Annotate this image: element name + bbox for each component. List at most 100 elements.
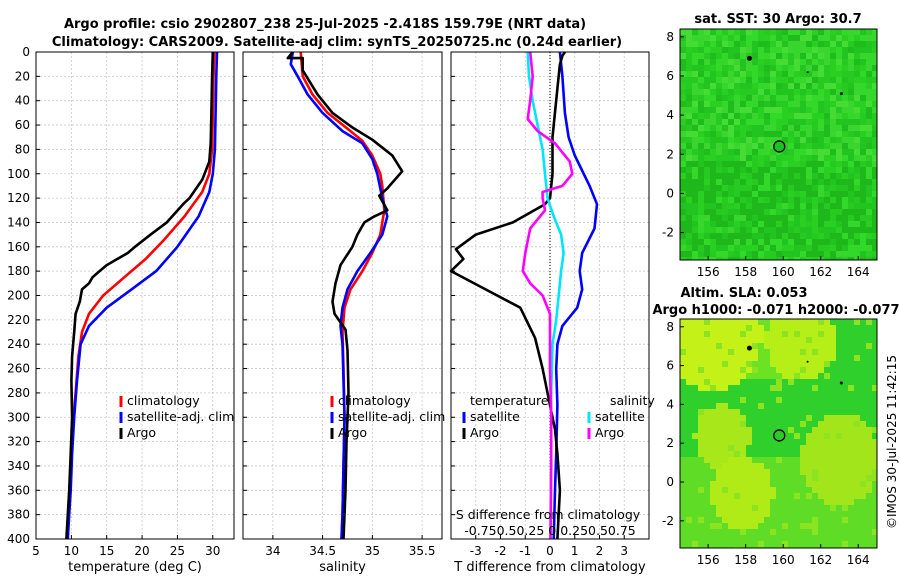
map-cell xyxy=(836,325,843,332)
map-cell xyxy=(854,35,861,42)
map-cell xyxy=(806,59,813,66)
map-cell xyxy=(866,239,873,246)
map-cell xyxy=(872,257,878,261)
map-cell xyxy=(788,59,795,66)
map-cell xyxy=(842,499,849,506)
map-cell xyxy=(692,541,699,548)
map-cell xyxy=(830,433,837,440)
map-cell xyxy=(836,167,843,174)
map-cell xyxy=(812,185,819,192)
map-cell xyxy=(740,421,747,428)
map-cell xyxy=(734,505,741,512)
map-cell xyxy=(758,511,765,518)
map-cell xyxy=(830,361,837,368)
map-cell xyxy=(788,257,795,261)
map-cell xyxy=(782,529,789,536)
map-cell xyxy=(824,65,831,72)
map-cell xyxy=(710,433,717,440)
map-cell xyxy=(860,197,867,204)
map-cell xyxy=(692,415,699,422)
map-cell xyxy=(842,535,849,542)
map-cell xyxy=(698,77,705,84)
map-cell xyxy=(752,337,759,344)
map-cell xyxy=(776,197,783,204)
map-cell xyxy=(764,59,771,66)
map-cell xyxy=(812,131,819,138)
map-cell xyxy=(746,373,753,380)
map-cell xyxy=(866,161,873,168)
map-cell xyxy=(692,343,699,350)
map-cell xyxy=(830,373,837,380)
map-cell xyxy=(872,131,878,138)
x-tick-label: 34.5 xyxy=(309,544,336,558)
map-cell xyxy=(860,385,867,392)
map-cell xyxy=(788,65,795,72)
map-cell xyxy=(716,451,723,458)
map-cell xyxy=(758,41,765,48)
map-cell xyxy=(704,167,711,174)
map-cell xyxy=(728,35,735,42)
map-cell xyxy=(704,349,711,356)
map-cell xyxy=(692,101,699,108)
map-cell xyxy=(686,245,693,252)
map-cell xyxy=(800,47,807,54)
map-cell xyxy=(758,125,765,132)
map-cell xyxy=(872,29,878,36)
map-cell xyxy=(836,355,843,362)
map-cell xyxy=(698,493,705,500)
map-cell xyxy=(800,373,807,380)
map-cell xyxy=(830,131,837,138)
map-cell xyxy=(710,197,717,204)
map-cell xyxy=(692,511,699,518)
map-subtitle-sla: Argo h1000: -0.071 h2000: -0.077 xyxy=(652,303,899,318)
map-cell xyxy=(752,475,759,482)
map-cell xyxy=(746,433,753,440)
series-line-satellite-adj-clim xyxy=(66,51,219,540)
map-cell xyxy=(812,451,819,458)
map-cell xyxy=(842,421,849,428)
map-cell xyxy=(758,427,765,434)
map-cell xyxy=(698,155,705,162)
map-cell xyxy=(764,355,771,362)
map-cell xyxy=(698,41,705,48)
legend-label: satellite-adj. clim xyxy=(127,409,234,424)
map-cell xyxy=(824,433,831,440)
map-cell xyxy=(722,65,729,72)
map-cell xyxy=(794,71,801,78)
map-cell xyxy=(770,391,777,398)
map-cell xyxy=(788,331,795,338)
axes-frame xyxy=(242,51,443,540)
map-cell xyxy=(698,197,705,204)
map-cell xyxy=(758,409,765,416)
map-cell xyxy=(740,125,747,132)
map-cell xyxy=(848,257,855,261)
map-cell xyxy=(788,155,795,162)
map-cell xyxy=(794,47,801,54)
map-cell xyxy=(866,445,873,452)
map-cell xyxy=(686,541,693,548)
map-cell xyxy=(794,523,801,530)
map-cell xyxy=(836,439,843,446)
map-cell xyxy=(782,137,789,144)
map-cell xyxy=(758,185,765,192)
map-cell xyxy=(728,239,735,246)
map-cell xyxy=(710,155,717,162)
map-cell xyxy=(866,481,873,488)
map-cell xyxy=(776,41,783,48)
map-cell xyxy=(824,77,831,84)
map-cell xyxy=(806,155,813,162)
map-cell xyxy=(842,493,849,500)
map-cell xyxy=(854,475,861,482)
map-cell xyxy=(800,251,807,258)
map-cell xyxy=(740,167,747,174)
map-cell xyxy=(788,101,795,108)
y-tick-label: 260 xyxy=(7,362,30,376)
map-cell xyxy=(758,439,765,446)
map-cell xyxy=(710,463,717,470)
map-cell xyxy=(812,89,819,96)
map-cell xyxy=(842,355,849,362)
map-cell xyxy=(872,361,878,368)
map-cell xyxy=(722,143,729,150)
map-cell xyxy=(794,203,801,210)
map-cell xyxy=(782,535,789,542)
